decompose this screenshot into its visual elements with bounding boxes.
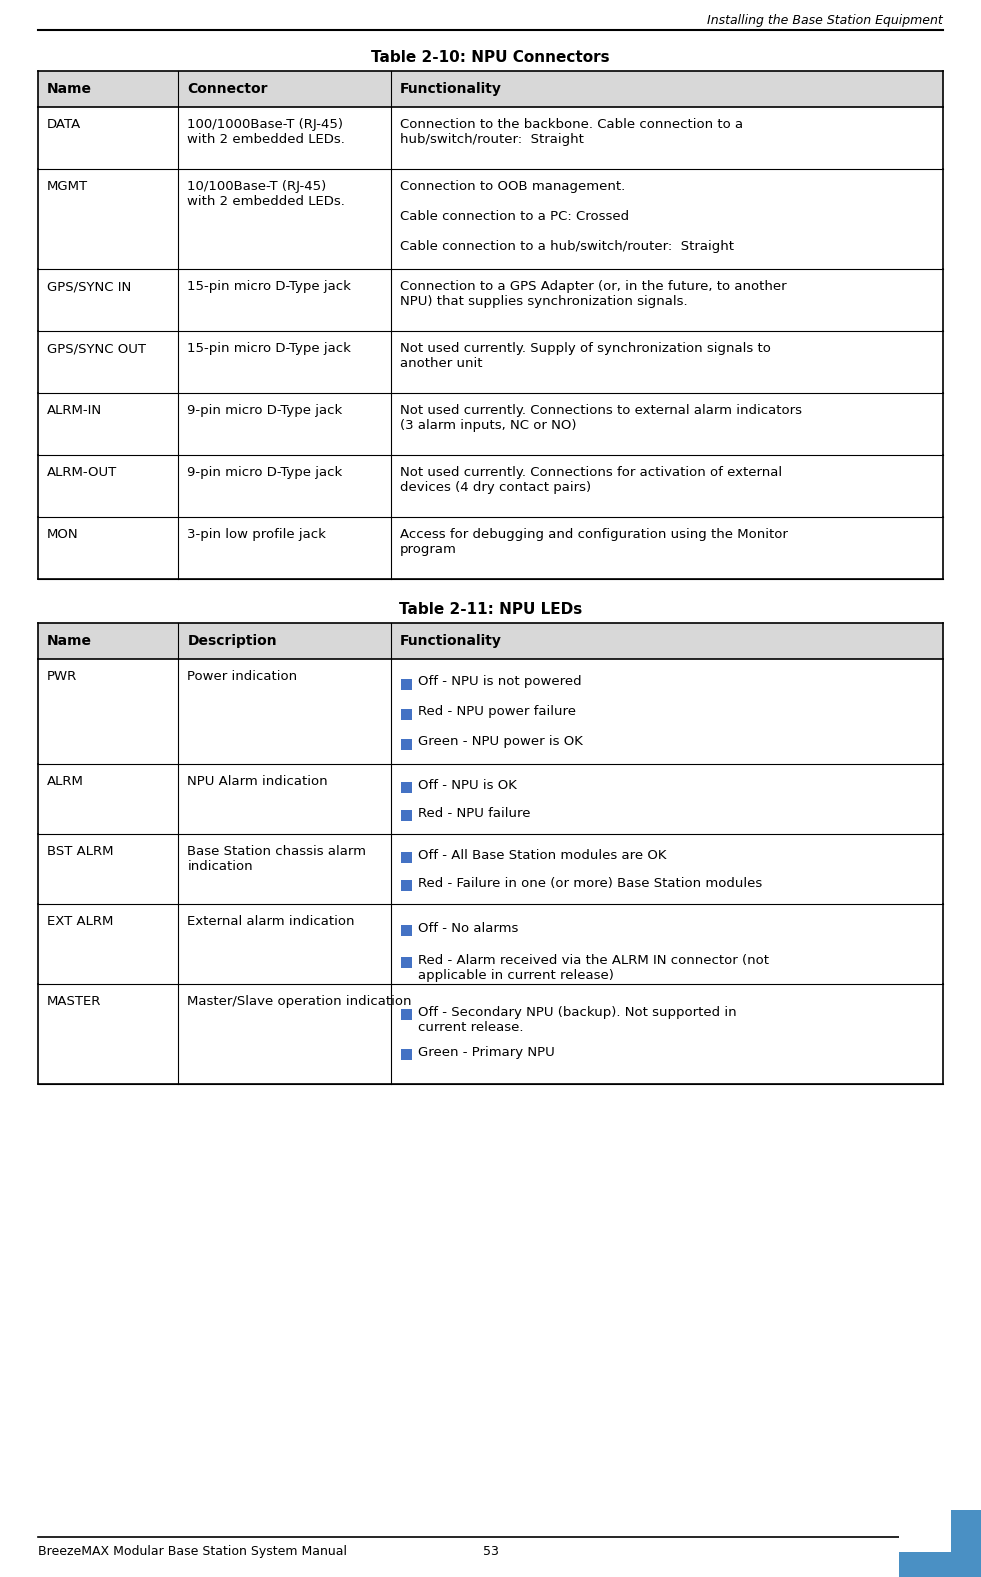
Bar [401,957,412,968]
Text: 10/100Base-T (RJ-45)
with 2 embedded LEDs.: 10/100Base-T (RJ-45) with 2 embedded LED… [187,180,345,208]
Bar [401,1009,412,1020]
Bar [401,880,412,891]
Text: Table 2-10: NPU Connectors: Table 2-10: NPU Connectors [371,50,610,65]
Bar [38,763,943,834]
Bar [38,623,943,659]
Text: MGMT: MGMT [47,180,88,192]
Text: Connection to a GPS Adapter (or, in the future, to another
NPU) that supplies sy: Connection to a GPS Adapter (or, in the … [400,281,787,308]
Text: NPU Alarm indication: NPU Alarm indication [187,774,328,788]
Text: EXT ALRM: EXT ALRM [47,915,114,927]
Text: DATA: DATA [47,118,81,131]
Bar [401,738,412,749]
Text: Not used currently. Supply of synchronization signals to
another unit: Not used currently. Supply of synchroniz… [400,342,771,371]
Bar [401,708,412,719]
Bar [401,811,412,822]
Text: Name: Name [47,82,92,96]
Text: Green - Primary NPU: Green - Primary NPU [418,1046,554,1060]
Bar [38,169,943,270]
Text: Not used currently. Connections to external alarm indicators
(3 alarm inputs, NC: Not used currently. Connections to exter… [400,404,801,432]
Bar [38,331,943,393]
Text: 15-pin micro D-Type jack: 15-pin micro D-Type jack [187,281,351,293]
Text: MASTER: MASTER [47,995,101,1008]
Bar [38,456,943,517]
Text: Not used currently. Connections for activation of external
devices (4 dry contac: Not used currently. Connections for acti… [400,465,782,494]
Text: Connection to OOB management.

Cable connection to a PC: Crossed

Cable connecti: Connection to OOB management. Cable conn… [400,180,734,252]
Text: 9-pin micro D-Type jack: 9-pin micro D-Type jack [187,465,342,479]
Bar [899,1511,951,1552]
Text: 15-pin micro D-Type jack: 15-pin micro D-Type jack [187,342,351,355]
Text: Access for debugging and configuration using the Monitor
program: Access for debugging and configuration u… [400,528,788,557]
Bar [899,1511,981,1577]
Text: Connection to the backbone. Cable connection to a
hub/switch/router:  Straight: Connection to the backbone. Cable connec… [400,118,743,147]
Text: GPS/SYNC OUT: GPS/SYNC OUT [47,342,146,355]
Text: Base Station chassis alarm
indication: Base Station chassis alarm indication [187,845,366,874]
Text: Master/Slave operation indication: Master/Slave operation indication [187,995,412,1008]
Bar [38,984,943,1083]
Text: PWR: PWR [47,670,77,683]
Text: Connector: Connector [187,82,268,96]
Text: Red - Failure in one (or more) Base Station modules: Red - Failure in one (or more) Base Stat… [418,877,762,891]
Text: GPS/SYNC IN: GPS/SYNC IN [47,281,131,293]
Text: Functionality: Functionality [400,634,502,648]
Text: Description: Description [187,634,277,648]
Text: Off - No alarms: Off - No alarms [418,921,518,935]
Bar [401,1049,412,1060]
Bar [401,853,412,863]
Text: ALRM-OUT: ALRM-OUT [47,465,118,479]
Bar [38,393,943,456]
Text: Off - NPU is not powered: Off - NPU is not powered [418,675,582,689]
Text: ALRM: ALRM [47,774,83,788]
Bar [38,270,943,331]
Text: Off - Secondary NPU (backup). Not supported in
current release.: Off - Secondary NPU (backup). Not suppor… [418,1006,737,1035]
Text: 53: 53 [483,1545,498,1558]
Text: 9-pin micro D-Type jack: 9-pin micro D-Type jack [187,404,342,416]
Text: Name: Name [47,634,92,648]
Text: BreezeMAX Modular Base Station System Manual: BreezeMAX Modular Base Station System Ma… [38,1545,347,1558]
Text: MON: MON [47,528,78,541]
Bar [401,678,412,689]
Text: ALRM-IN: ALRM-IN [47,404,102,416]
Text: Red - NPU failure: Red - NPU failure [418,807,531,820]
Bar [401,782,412,793]
Text: 100/1000Base-T (RJ-45)
with 2 embedded LEDs.: 100/1000Base-T (RJ-45) with 2 embedded L… [187,118,345,147]
Bar [401,924,412,935]
Text: BST ALRM: BST ALRM [47,845,114,858]
Text: External alarm indication: External alarm indication [187,915,355,927]
Bar [38,517,943,579]
Text: Green - NPU power is OK: Green - NPU power is OK [418,735,583,749]
Text: Installing the Base Station Equipment: Installing the Base Station Equipment [707,14,943,27]
Text: 3-pin low profile jack: 3-pin low profile jack [187,528,326,541]
Text: Red - NPU power failure: Red - NPU power failure [418,705,576,719]
Text: Off - NPU is OK: Off - NPU is OK [418,779,517,792]
Text: Off - All Base Station modules are OK: Off - All Base Station modules are OK [418,850,666,863]
Bar [38,107,943,169]
Bar [38,904,943,984]
Bar [38,659,943,763]
Bar [38,71,943,107]
Text: Power indication: Power indication [187,670,297,683]
Text: Table 2-11: NPU LEDs: Table 2-11: NPU LEDs [399,602,582,617]
Text: Red - Alarm received via the ALRM IN connector (not
applicable in current releas: Red - Alarm received via the ALRM IN con… [418,954,769,981]
Text: Functionality: Functionality [400,82,502,96]
Bar [38,834,943,904]
